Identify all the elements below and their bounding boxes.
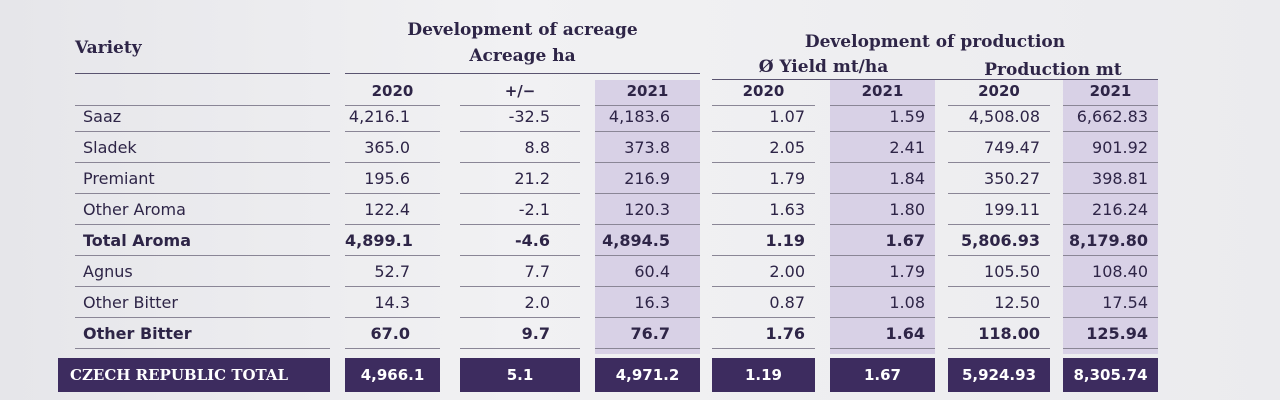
cell-value: 1.79 [830, 257, 935, 287]
cell-value: 216.9 [595, 164, 700, 194]
rule [712, 68, 1158, 80]
cell-value: 2.0 [460, 288, 580, 318]
shaded-column [830, 80, 935, 354]
cell-value: 749.47 [948, 133, 1050, 163]
column-header: 2021 [1063, 82, 1158, 106]
cell-value: 1.67 [830, 226, 935, 256]
column-header: 2020 [712, 82, 815, 106]
total-value: 8,305.74 [1063, 358, 1158, 392]
cell-value: 4,216.1 [345, 102, 440, 132]
cell-value: 16.3 [595, 288, 700, 318]
cell-value: 195.6 [345, 164, 440, 194]
total-value: 4,966.1 [345, 358, 440, 392]
cell-value: 2.05 [712, 133, 815, 163]
cell-value: 901.92 [1063, 133, 1158, 163]
cell-value: 1.84 [830, 164, 935, 194]
row-label: Other Bitter [75, 288, 330, 318]
total-value: 1.19 [712, 358, 815, 392]
cell-value: 108.40 [1063, 257, 1158, 287]
cell-value: 1.19 [712, 226, 815, 256]
group-title: Development of acreage [407, 20, 638, 40]
cell-value: 14.3 [345, 288, 440, 318]
row-label: Other Bitter [75, 319, 330, 349]
cell-value: 1.79 [712, 164, 815, 194]
cell-value: 2.00 [712, 257, 815, 287]
rule [75, 82, 330, 106]
cell-value: 365.0 [345, 133, 440, 163]
cell-value: 125.94 [1063, 319, 1158, 349]
cell-value: 1.64 [830, 319, 935, 349]
cell-value: 118.00 [948, 319, 1050, 349]
column-header: 2021 [595, 82, 700, 106]
cell-value: 9.7 [460, 319, 580, 349]
cell-value: 1.59 [830, 102, 935, 132]
total-value: 1.67 [830, 358, 935, 392]
cell-value: 1.08 [830, 288, 935, 318]
total-value: 4,971.2 [595, 358, 700, 392]
cell-value: 199.11 [948, 195, 1050, 225]
cell-value: 120.3 [595, 195, 700, 225]
row-label: Agnus [75, 257, 330, 287]
cell-value: 1.07 [712, 102, 815, 132]
cell-value: 0.87 [712, 288, 815, 318]
cell-value: 12.50 [948, 288, 1050, 318]
shaded-column [1063, 80, 1158, 354]
total-value: 5.1 [460, 358, 580, 392]
variety-header: Variety [75, 38, 142, 58]
cell-value: -4.6 [460, 226, 580, 256]
cell-value: 7.7 [460, 257, 580, 287]
column-header: 2020 [345, 82, 440, 106]
cell-value: 60.4 [595, 257, 700, 287]
row-label: Other Aroma [75, 195, 330, 225]
cell-value: 17.54 [1063, 288, 1158, 318]
row-label: Total Aroma [75, 226, 330, 256]
cell-value: 4,183.6 [595, 102, 700, 132]
cell-value: 4,894.5 [595, 226, 700, 256]
group-subtitle: Acreage ha [469, 46, 576, 66]
cell-value: 4,899.1 [345, 226, 440, 256]
rule [345, 62, 700, 74]
row-label: Sladek [75, 133, 330, 163]
cell-value: 2.41 [830, 133, 935, 163]
cell-value: 105.50 [948, 257, 1050, 287]
total-value: 5,924.93 [948, 358, 1050, 392]
cell-value: 8,179.80 [1063, 226, 1158, 256]
shaded-column [595, 80, 700, 354]
cell-value: 122.4 [345, 195, 440, 225]
cell-value: 67.0 [345, 319, 440, 349]
row-label: Premiant [75, 164, 330, 194]
cell-value: 52.7 [345, 257, 440, 287]
cell-value: 21.2 [460, 164, 580, 194]
total-label: CZECH REPUBLIC TOTAL [58, 358, 330, 392]
rule [75, 62, 330, 74]
cell-value: 1.63 [712, 195, 815, 225]
subgroup-title: Production mt [984, 60, 1122, 80]
cell-value: 5,806.93 [948, 226, 1050, 256]
cell-value: 350.27 [948, 164, 1050, 194]
cell-value: 373.8 [595, 133, 700, 163]
cell-value: 1.80 [830, 195, 935, 225]
column-header: 2020 [948, 82, 1050, 106]
cell-value: 6,662.83 [1063, 102, 1158, 132]
cell-value: 8.8 [460, 133, 580, 163]
subgroup-title: Ø Yield mt/ha [758, 57, 889, 77]
group-title: Development of production [804, 32, 1066, 52]
cell-value: -2.1 [460, 195, 580, 225]
cell-value: -32.5 [460, 102, 580, 132]
cell-value: 4,508.08 [948, 102, 1050, 132]
row-label: Saaz [75, 102, 330, 132]
column-header: +/− [460, 82, 580, 106]
column-header: 2021 [830, 82, 935, 106]
cell-value: 76.7 [595, 319, 700, 349]
cell-value: 1.76 [712, 319, 815, 349]
cell-value: 216.24 [1063, 195, 1158, 225]
cell-value: 398.81 [1063, 164, 1158, 194]
